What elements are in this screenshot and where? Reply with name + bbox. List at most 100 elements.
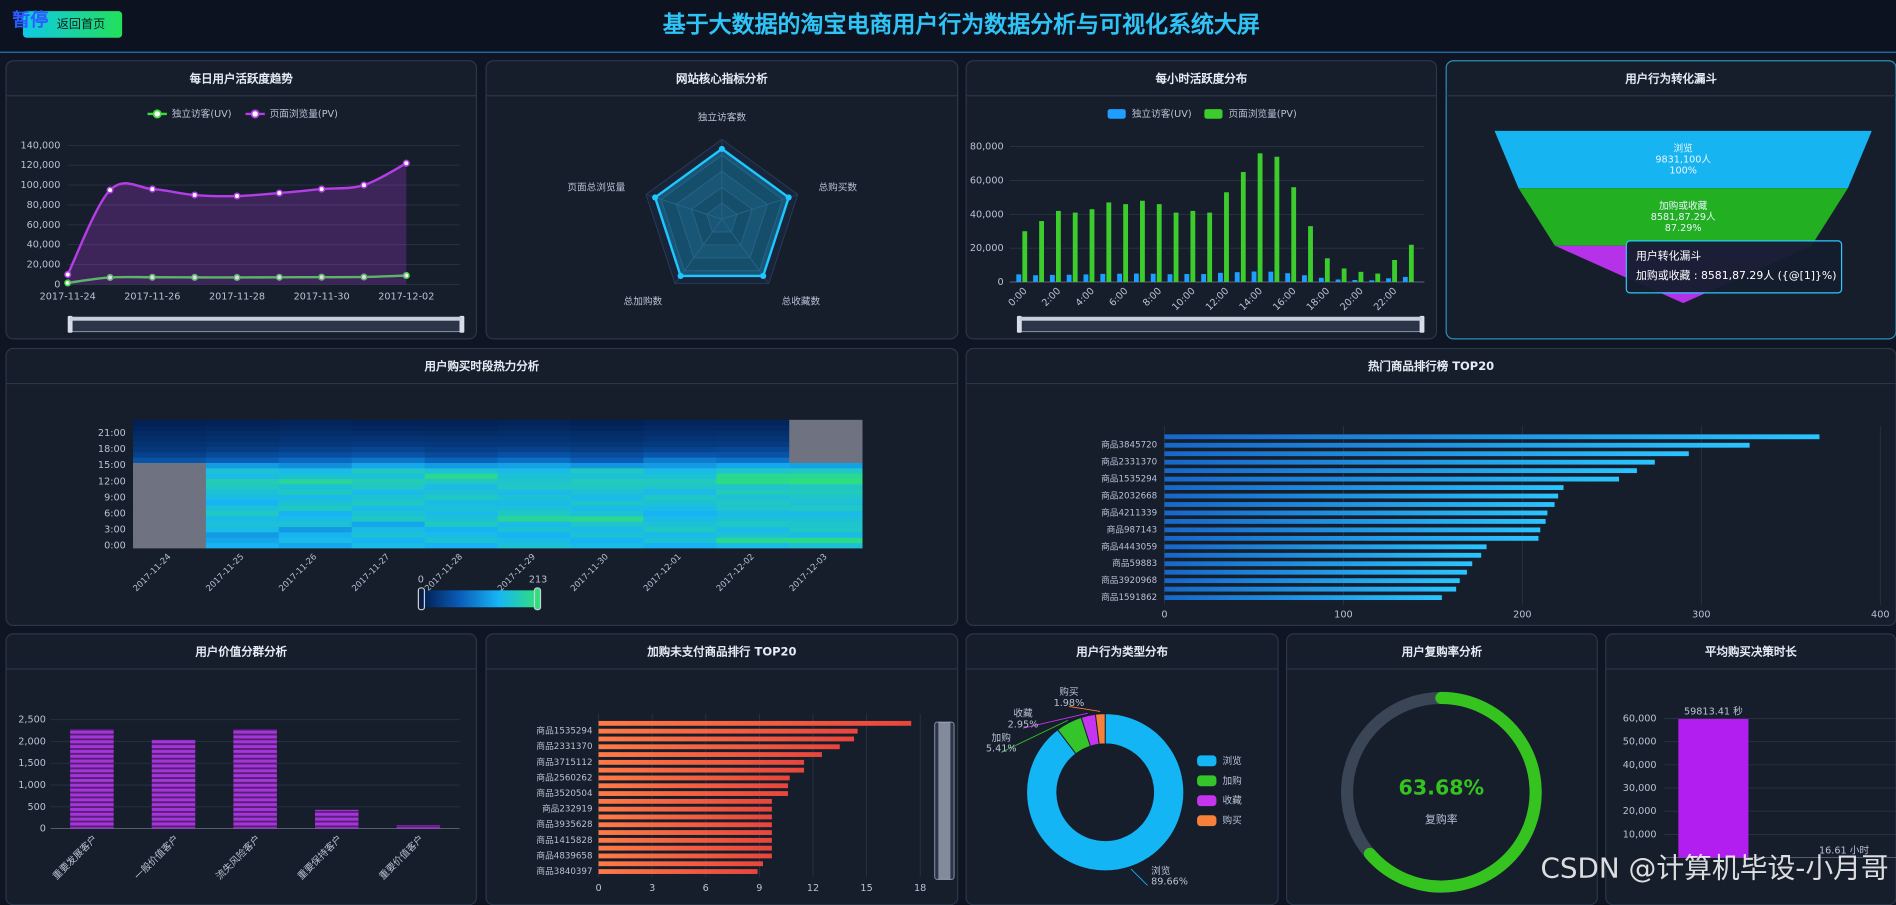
home-button[interactable] <box>22 11 123 38</box>
bar <box>1240 171 1246 283</box>
heat-cell <box>570 451 644 458</box>
heat-cell <box>351 467 426 474</box>
y-tick-label: 120,000 <box>21 160 61 171</box>
x-tick-label: 18 <box>914 883 926 894</box>
heat-cell <box>716 515 790 522</box>
heat-cell <box>351 451 426 458</box>
heat-cell <box>497 462 571 469</box>
heat-cell <box>789 532 863 538</box>
leader-line <box>1001 720 1068 753</box>
heat-cell <box>570 499 644 506</box>
y-tick-label: 40,000 <box>970 209 1004 220</box>
y-tick-label: 18:00 <box>98 444 126 455</box>
point <box>191 273 199 281</box>
heat-cell <box>497 457 571 463</box>
panel-title: 用户复购率分析 <box>1402 645 1483 659</box>
legend-swatch <box>1107 109 1126 119</box>
heat-cell <box>497 537 571 544</box>
y-tick-label: 1,500 <box>18 758 46 769</box>
heat-cell <box>133 425 207 431</box>
point <box>191 191 199 199</box>
y-tick-label: 商品2560262 <box>536 771 592 783</box>
heat-cell <box>133 462 207 469</box>
heat-cell <box>351 441 426 447</box>
pie-slice <box>1094 713 1106 745</box>
funnel-label: 8581,87.29人 <box>1651 212 1716 223</box>
heat-cell <box>497 542 571 549</box>
point <box>148 273 156 281</box>
bar <box>598 783 788 789</box>
visual-map-handle <box>533 587 542 611</box>
radar-spoke <box>721 194 798 220</box>
heat-cell <box>716 478 790 485</box>
value-label: 59813.41 秒 <box>1684 706 1743 718</box>
heat-cell <box>424 467 498 474</box>
badge: 暂停 <box>12 9 48 31</box>
heat-cell <box>789 451 863 458</box>
bar <box>1218 272 1223 283</box>
bar <box>233 729 277 829</box>
watermark: CSDN @计算机毕设-小月哥 <box>1540 852 1888 885</box>
heat-cell <box>205 451 280 458</box>
heat-cell <box>497 499 571 506</box>
point <box>148 185 156 193</box>
bar <box>1164 459 1655 465</box>
radar-indicator: 总收藏数 <box>782 295 821 307</box>
heat-cell <box>133 467 207 474</box>
heat-cell <box>643 451 717 458</box>
panel-title: 加购未支付商品排行 TOP20 <box>646 645 796 659</box>
funnel-stage <box>1494 130 1872 189</box>
heat-cell <box>497 419 571 426</box>
heat-cell <box>205 457 280 463</box>
bar <box>1150 273 1156 283</box>
heat-cell <box>497 478 571 485</box>
legend-dot <box>152 109 162 119</box>
heat-cell <box>716 473 790 479</box>
heat-cell <box>643 515 717 522</box>
heat-cell <box>424 526 498 533</box>
bar <box>1369 280 1375 283</box>
heat-cell <box>570 521 644 528</box>
heat-cell <box>351 532 426 538</box>
bar <box>1164 502 1555 507</box>
heat-cell <box>133 446 207 453</box>
heat-cell <box>643 457 717 463</box>
bar <box>598 775 790 781</box>
bar <box>1106 202 1112 283</box>
heat-cell <box>278 457 353 463</box>
heat-cell <box>351 462 426 469</box>
heat-cell <box>424 441 498 447</box>
radar-indicator: 独立访客数 <box>698 112 747 124</box>
funnel-label: 100% <box>1669 165 1697 176</box>
heat-cell <box>716 505 790 512</box>
heat-cell <box>497 483 571 490</box>
panel-title: 网站核心指标分析 <box>676 71 768 85</box>
bar <box>1164 476 1620 482</box>
heat-cell <box>497 473 571 479</box>
bar <box>1049 274 1055 283</box>
heat-cell <box>133 532 207 538</box>
bar <box>1164 578 1460 584</box>
legend-dot <box>250 109 260 119</box>
y-tick-label: 80,000 <box>27 200 61 211</box>
funnel-label: 9831,100人 <box>1655 155 1711 166</box>
heat-cell <box>133 499 207 506</box>
heat-cell <box>716 419 790 426</box>
heat-cell <box>133 505 207 512</box>
heat-cell <box>789 457 863 463</box>
heat-cell <box>643 462 717 469</box>
point <box>360 273 368 281</box>
bar <box>1234 272 1240 283</box>
point <box>64 270 72 279</box>
point <box>275 189 283 197</box>
legend-label: 独立访客(UV) <box>172 108 232 120</box>
panel-title: 热门商品排行榜 TOP20 <box>1368 359 1494 373</box>
heat-cell <box>570 467 644 474</box>
bar <box>1164 442 1750 448</box>
heat-cell <box>643 446 717 453</box>
pie-value-label: 5.41% <box>986 744 1017 755</box>
y-tick-label: 商品987143 <box>1107 523 1158 535</box>
home-button-label[interactable]: 返回首页 <box>57 17 105 31</box>
bar <box>1033 275 1038 283</box>
heat-cell <box>424 537 498 544</box>
